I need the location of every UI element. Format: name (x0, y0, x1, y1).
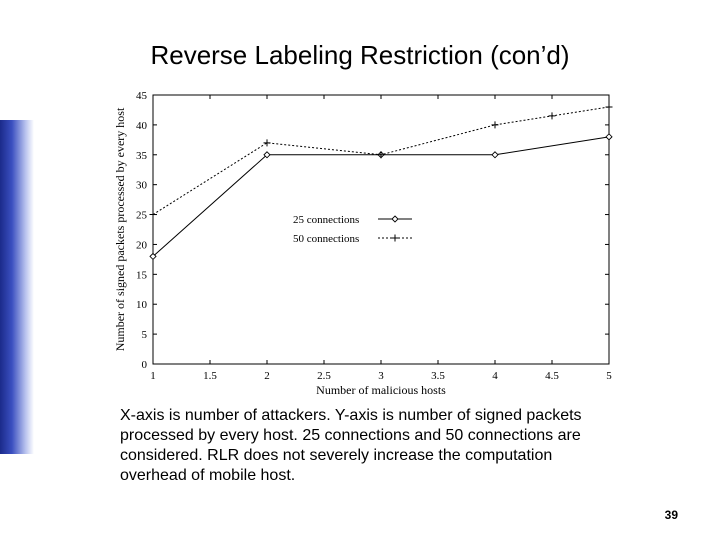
x-tick-label: 4 (492, 370, 498, 382)
y-tick-label: 35 (136, 150, 148, 162)
legend-label: 50 connections (293, 233, 359, 245)
x-tick-label: 4.5 (545, 370, 559, 382)
series-2-point (377, 151, 385, 159)
series-2-point (548, 112, 556, 120)
series-1-point (605, 133, 613, 141)
series-1-point (491, 151, 499, 159)
series-2-point (149, 211, 157, 219)
y-tick-label: 45 (136, 90, 148, 102)
y-tick-label: 20 (136, 239, 148, 251)
y-tick-label: 5 (142, 329, 148, 341)
y-tick-label: 30 (136, 180, 148, 192)
x-tick-label: 1 (150, 370, 156, 382)
page-number: 39 (664, 508, 678, 522)
x-tick-label: 3.5 (431, 370, 445, 382)
y-axis-label: Number of signed packets processed by ev… (113, 107, 127, 351)
x-tick-label: 2 (264, 370, 270, 382)
series-1-point (149, 252, 157, 261)
legend-marker (391, 234, 399, 242)
y-tick-label: 10 (136, 299, 148, 311)
y-tick-label: 15 (136, 269, 148, 281)
series-1-point (263, 151, 271, 159)
series-2-point (491, 121, 499, 129)
x-axis-label: Number of malicious hosts (316, 383, 446, 397)
slide-title: Reverse Labeling Restriction (con’d) (150, 40, 570, 70)
legend-label: 25 connections (293, 214, 359, 226)
x-tick-label: 3 (378, 370, 384, 382)
x-tick-label: 5 (606, 370, 612, 382)
y-tick-label: 25 (136, 210, 148, 222)
y-tick-label: 0 (142, 359, 148, 371)
series-line-2 (152, 106, 610, 215)
line-chart: 1 1.5 2 2.5 3 3.5 4 4.5 5 0 5 10 15 20 25 30 35 40 45 Numbe… (113, 90, 613, 397)
legend-marker (391, 215, 399, 223)
slide-caption: X-axis is number of attackers. Y-axis is… (120, 407, 582, 484)
x-tick-label: 2.5 (317, 370, 331, 382)
x-tick-label: 1.5 (203, 370, 217, 382)
series-2-point (605, 103, 613, 111)
series-2-point (263, 139, 271, 147)
left-accent-bar (0, 120, 34, 454)
y-tick-label: 40 (136, 120, 148, 132)
plot-frame (152, 94, 610, 365)
